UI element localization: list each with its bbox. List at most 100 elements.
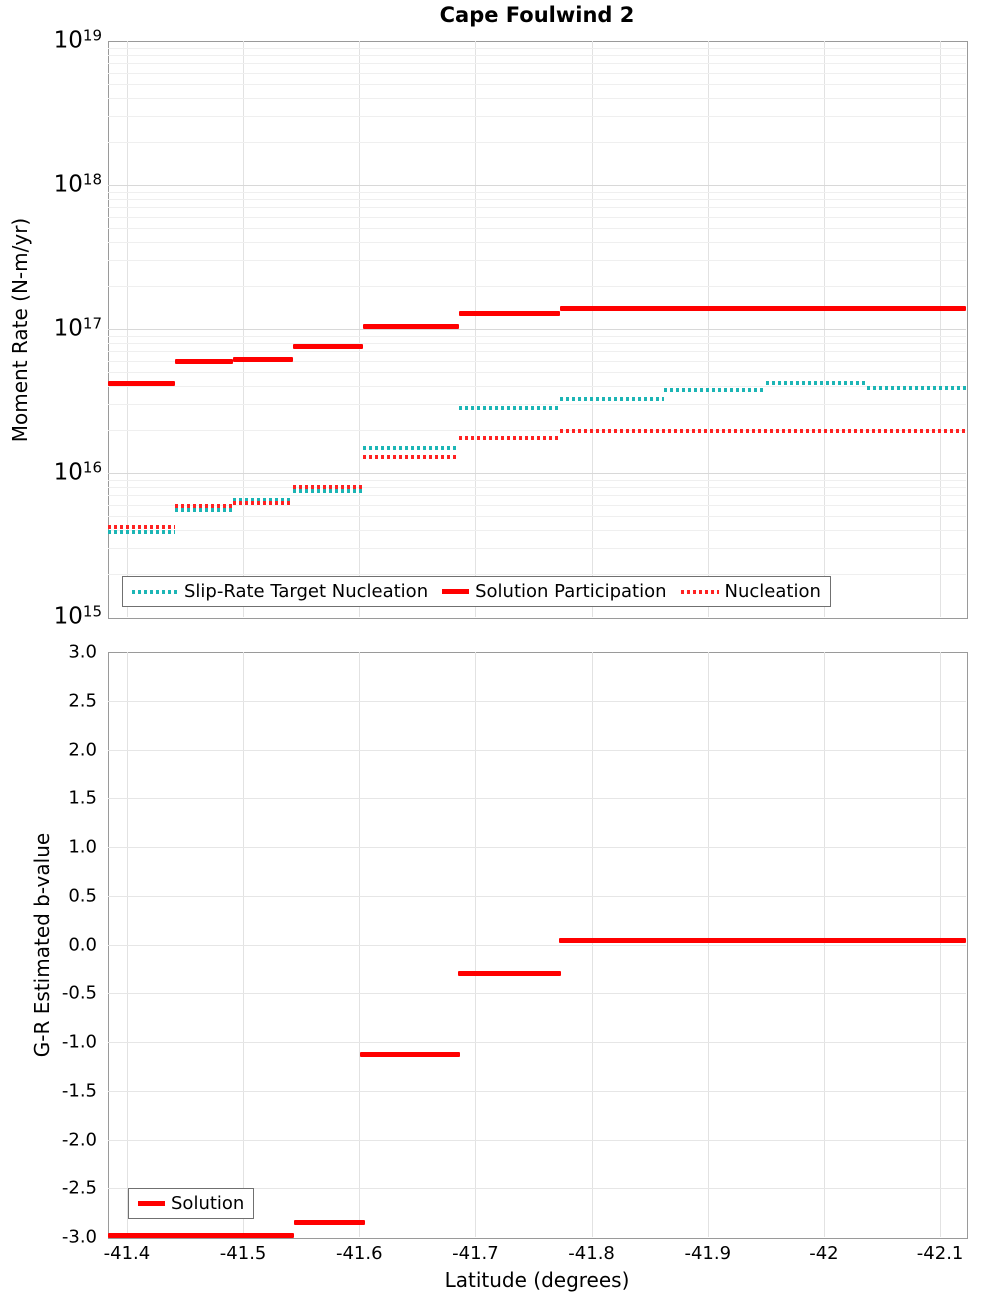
y-tick-label: 1.0: [68, 836, 97, 858]
y-gridline: [108, 1139, 966, 1141]
y-gridline-minor: [108, 530, 966, 532]
y-tick-label: 1015: [53, 602, 102, 630]
y-tick-label: 1019: [53, 26, 102, 54]
y-axis-label-bvalue: G-R Estimated b-value: [30, 832, 54, 1058]
series-segment-nucleation: [560, 429, 966, 434]
legend-entry-slip-rate-target: Slip-Rate Target Nucleation: [132, 581, 428, 602]
y-gridline-minor: [108, 228, 966, 230]
moment-rate-legend: Slip-Rate Target Nucleation Solution Par…: [122, 576, 831, 607]
y-gridline-minor: [108, 216, 966, 218]
series-segment-solution-participation: [174, 359, 233, 365]
y-gridline-minor: [108, 63, 966, 65]
series-segment-solution: [108, 1232, 295, 1238]
x-tick-label: -42: [809, 1243, 839, 1264]
series-segment-solution: [458, 971, 562, 977]
moment-rate-plot-area: [108, 41, 968, 619]
series-segment-slip-rate-target-nucleation: [765, 381, 867, 386]
series-segment-nucleation: [232, 500, 294, 505]
series-segment-solution-participation: [108, 380, 175, 386]
y-gridline-minor: [108, 504, 966, 506]
series-segment-slip-rate-target-nucleation: [108, 529, 175, 534]
y-gridline: [108, 749, 966, 751]
y-gridline-minor: [108, 260, 966, 262]
y-gridline-minor: [108, 386, 966, 388]
y-gridline-minor: [108, 404, 966, 406]
y-gridline-minor: [108, 495, 966, 497]
y-gridline: [108, 895, 966, 897]
series-segment-nucleation: [293, 484, 363, 489]
series-segment-slip-rate-target-nucleation: [293, 488, 363, 493]
y-gridline-minor: [108, 360, 966, 362]
y-tick-label: 3.0: [68, 641, 97, 663]
y-tick-label: -1.5: [61, 1080, 97, 1102]
y-tick-label: 2.0: [68, 739, 97, 760]
y-gridline: [108, 847, 966, 848]
legend-label: Slip-Rate Target Nucleation: [184, 581, 429, 602]
y-gridline-minor: [108, 198, 966, 200]
legend-entry-solution-participation: Solution Participation: [442, 581, 667, 602]
x-tick-label: -41.8: [568, 1243, 615, 1264]
y-tick-label: 1.5: [68, 787, 97, 809]
y-gridline: [108, 700, 966, 702]
y-gridline-minor: [108, 429, 966, 431]
series-segment-slip-rate-target-nucleation: [560, 397, 664, 402]
y-gridline-minor: [108, 242, 966, 244]
y-gridline-minor: [108, 516, 966, 518]
y-gridline-minor: [108, 191, 966, 193]
x-tick-label: -41.6: [335, 1243, 383, 1264]
teal-dotted-line-swatch-icon: [132, 589, 178, 594]
y-gridline-minor: [108, 335, 966, 337]
y-gridline-minor: [108, 72, 966, 74]
y-gridline-minor: [108, 84, 966, 86]
y-gridline-minor: [108, 351, 966, 353]
y-axis-label-moment-rate: Moment Rate (N-m/yr): [8, 217, 32, 443]
y-gridline-minor: [108, 372, 966, 374]
series-segment-nucleation: [459, 435, 561, 440]
y-gridline: [108, 1188, 966, 1190]
y-gridline-minor: [108, 486, 966, 488]
y-tick-label: 1018: [53, 170, 102, 198]
bvalue-legend: Solution: [128, 1188, 255, 1219]
series-segment-solution-participation: [362, 324, 460, 330]
y-gridline-minor: [108, 342, 966, 344]
series-segment-solution-participation: [459, 310, 561, 316]
y-tick-label: -1.0: [61, 1031, 97, 1053]
legend-label: Solution Participation: [475, 581, 667, 602]
series-segment-solution-participation: [560, 306, 966, 312]
y-gridline-minor: [108, 573, 966, 575]
x-tick-label: -41.9: [684, 1243, 732, 1264]
series-segment-solution-participation: [293, 344, 363, 350]
y-tick-label: 2.5: [68, 690, 97, 712]
y-tick-label: -2.5: [61, 1177, 97, 1199]
y-tick-label: 1016: [53, 458, 102, 486]
y-gridline-minor: [108, 479, 966, 481]
y-gridline: [108, 993, 966, 995]
y-gridline-major: [108, 185, 966, 186]
y-tick-label: 1017: [53, 314, 102, 342]
red-solid-line-swatch-icon: [442, 589, 470, 594]
x-tick-label: -41.5: [219, 1243, 267, 1264]
series-segment-solution: [360, 1052, 461, 1058]
series-segment-solution-participation: [232, 357, 294, 363]
y-tick-label: -3.0: [61, 1226, 97, 1248]
y-gridline: [108, 1042, 966, 1043]
legend-label: Nucleation: [724, 581, 821, 602]
y-tick-label: -2.0: [61, 1129, 97, 1150]
y-gridline-major: [108, 473, 966, 474]
x-axis-label-latitude: Latitude (degrees): [444, 1268, 630, 1292]
y-gridline-minor: [108, 54, 966, 56]
series-segment-slip-rate-target-nucleation: [663, 387, 766, 392]
series-segment-slip-rate-target-nucleation: [866, 385, 966, 390]
x-tick-label: -41.7: [452, 1243, 499, 1264]
series-segment-solution: [559, 938, 966, 944]
series-segment-nucleation: [108, 525, 175, 530]
legend-entry-solution: Solution: [138, 1193, 244, 1214]
y-gridline-minor: [108, 548, 966, 550]
red-dotted-line-swatch-icon: [680, 589, 719, 594]
chart-title: Cape Foulwind 2: [439, 3, 635, 27]
legend-entry-nucleation: Nucleation: [680, 581, 821, 602]
y-gridline: [108, 944, 966, 946]
series-segment-slip-rate-target-nucleation: [459, 405, 561, 410]
y-gridline-minor: [108, 141, 966, 143]
